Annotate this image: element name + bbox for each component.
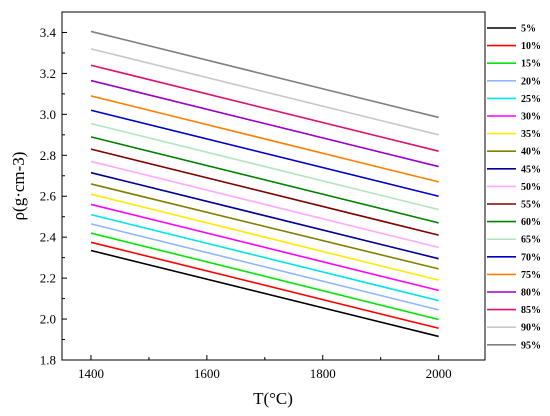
series-line [90, 232, 439, 321]
y-tick-label: 3.2 [40, 66, 56, 81]
series-line [90, 193, 439, 281]
series-line [90, 213, 439, 302]
series-line [90, 122, 439, 211]
legend: 5% 10% 15% 20% 25% 30% 35% 40% 45% 50% 55% 60% 65% 70… [487, 24, 541, 351]
y-tick-label: 2.8 [40, 148, 56, 163]
y-axis-title: ρ(g·cm-3) [9, 152, 28, 221]
x-axis: 1400 1600 1800 2000 [78, 355, 452, 381]
series-line [90, 48, 439, 136]
series-line [90, 109, 439, 198]
series-lines [90, 30, 439, 338]
series-line [90, 30, 439, 119]
series-line [90, 241, 439, 330]
y-tick-label: 3.4 [40, 25, 57, 40]
series-line [90, 64, 439, 152]
series-line [90, 136, 439, 224]
y-axis: 1.8 2.0 2.2 2.4 2.6 2.8 3.0 3.2 3.4 [40, 25, 67, 368]
series-line [90, 249, 439, 338]
legend-label: 35% [521, 129, 541, 140]
legend-label: 80% [521, 288, 541, 299]
y-tick-label: 2.6 [40, 189, 57, 204]
series-line [90, 148, 439, 236]
series-line [90, 171, 439, 260]
legend-label: 30% [521, 112, 541, 123]
legend-label: 65% [521, 235, 541, 246]
legend-label: 10% [521, 41, 541, 52]
x-tick-label: 1400 [78, 366, 104, 381]
x-tick-label: 2000 [426, 366, 452, 381]
y-tick-label: 1.8 [40, 353, 56, 368]
legend-label: 45% [521, 164, 541, 175]
legend-label: 5% [521, 24, 536, 35]
series-line [90, 79, 439, 168]
y-tick-label: 3.0 [40, 107, 56, 122]
legend-label: 50% [521, 182, 541, 193]
legend-label: 60% [521, 217, 541, 228]
legend-label: 25% [521, 94, 541, 105]
y-tick-label: 2.2 [40, 271, 56, 286]
legend-label: 85% [521, 305, 541, 316]
legend-label: 40% [521, 147, 541, 158]
legend-label: 95% [521, 340, 541, 351]
y-tick-label: 2.4 [40, 230, 57, 245]
series-line [90, 183, 439, 270]
x-axis-title: T(°C) [253, 389, 293, 408]
legend-label: 90% [521, 323, 541, 334]
x-tick-label: 1600 [194, 366, 220, 381]
legend-label: 15% [521, 59, 541, 70]
series-line [90, 95, 439, 183]
legend-label: 20% [521, 76, 541, 87]
legend-label: 55% [521, 200, 541, 211]
legend-label: 75% [521, 270, 541, 281]
x-tick-label: 1800 [310, 366, 336, 381]
legend-label: 70% [521, 252, 541, 263]
plot-area-frame [61, 11, 486, 361]
series-line [90, 203, 439, 292]
series-line [90, 223, 439, 311]
series-line [90, 160, 439, 249]
y-tick-label: 2.0 [40, 312, 56, 327]
